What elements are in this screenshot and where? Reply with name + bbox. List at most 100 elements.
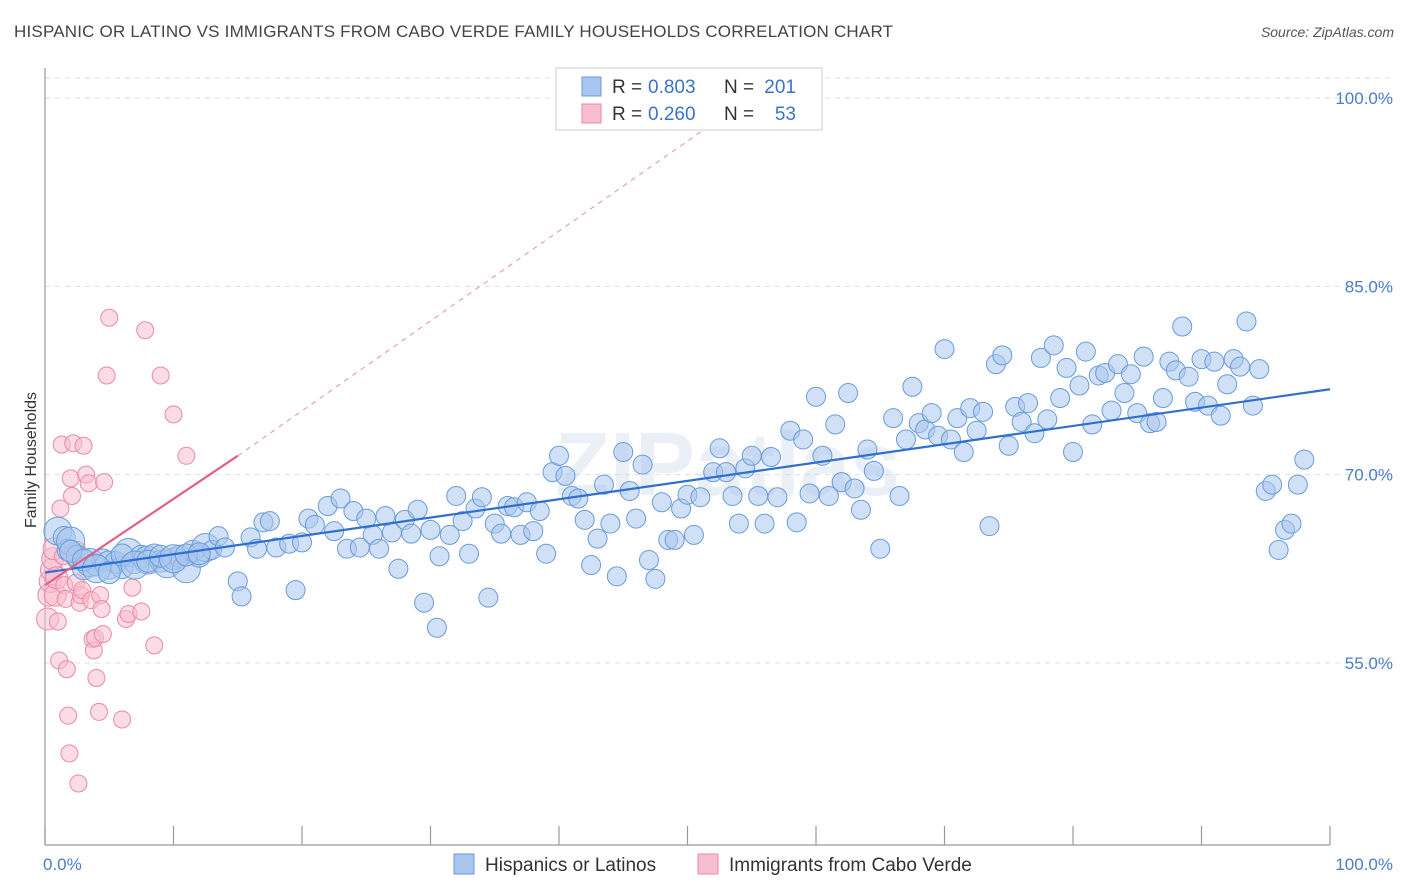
- y-axis-label: Family Households: [23, 392, 40, 528]
- x-tick-label: 100.0%: [1335, 855, 1393, 874]
- hispanic-point: [716, 462, 737, 483]
- hispanic-point: [407, 499, 428, 520]
- cabo-verde-point: [79, 474, 98, 493]
- hispanic-point: [883, 408, 904, 429]
- hispanic-point: [651, 492, 672, 513]
- hispanic-point: [818, 485, 839, 506]
- hispanic-point: [613, 442, 634, 463]
- hispanic-point: [1262, 474, 1283, 495]
- hispanic-point: [838, 383, 859, 404]
- hispanic-point: [863, 460, 884, 481]
- hispanic-point: [574, 509, 595, 530]
- x-tick-label: 0.0%: [43, 855, 82, 874]
- legend-swatch: [581, 76, 602, 97]
- hispanic-point: [806, 386, 826, 407]
- hispanic-point: [285, 580, 306, 601]
- hispanic-point: [1133, 346, 1154, 367]
- hispanic-point: [401, 523, 422, 544]
- hispanic-point: [709, 438, 730, 459]
- hispanic-point: [1294, 449, 1315, 470]
- hispanic-point: [1050, 388, 1071, 409]
- legend-n-value: 53: [775, 104, 796, 125]
- hispanic-point: [979, 516, 1000, 537]
- hispanic-point: [1230, 356, 1251, 377]
- hispanic-point: [471, 487, 492, 508]
- cabo-verde-point: [177, 446, 196, 465]
- hispanic-point: [1236, 311, 1257, 332]
- legend-swatch: [581, 103, 602, 124]
- hispanic-point: [523, 521, 544, 542]
- cabo-verde-point: [132, 602, 151, 621]
- hispanic-point: [626, 508, 647, 529]
- y-tick-label: 100.0%: [1335, 89, 1393, 108]
- hispanic-point: [741, 445, 762, 466]
- hispanic-point: [1043, 335, 1064, 356]
- hispanic-point: [439, 524, 460, 545]
- trend-lines: [44, 122, 1331, 587]
- cabo-verde-point: [89, 702, 108, 721]
- hispanic-point: [953, 442, 974, 463]
- hispanic-point: [786, 512, 807, 533]
- cabo-verde-point: [93, 625, 112, 644]
- hispanic-point: [1011, 411, 1032, 432]
- cabo-verde-point: [136, 321, 155, 340]
- legend-n-label: N =: [724, 104, 754, 125]
- hispanic-point: [536, 543, 557, 564]
- cabo-verde-point: [69, 774, 88, 793]
- hispanic-point: [259, 511, 280, 532]
- hispanic-point: [664, 529, 685, 550]
- hispanic-point: [799, 483, 820, 504]
- hispanic-point: [1178, 366, 1199, 387]
- legend-box: R = 0.803 N = 201 R = 0.260 N = 53: [555, 67, 823, 131]
- hispanic-point: [1210, 405, 1231, 426]
- cabo-verde-point: [100, 308, 119, 327]
- cabo-verde-point: [151, 366, 170, 385]
- hispanic-point: [793, 429, 814, 450]
- source-label: Source: ZipAtlas.com: [1260, 24, 1394, 40]
- cabo-verde-point: [87, 669, 106, 688]
- cabo-verde-point: [60, 744, 79, 763]
- bottom-legend-label: Immigrants from Cabo Verde: [729, 855, 972, 876]
- cabo-verde-point: [74, 436, 93, 455]
- hispanic-point: [1018, 393, 1039, 414]
- hispanic-point: [581, 555, 602, 576]
- bottom-legend-label: Hispanics or Latinos: [485, 855, 656, 876]
- hispanic-point: [549, 445, 569, 466]
- hispanic-point: [934, 339, 955, 360]
- hispanic-point: [1146, 411, 1167, 432]
- hispanic-point: [1063, 442, 1083, 463]
- hispanic-point: [1075, 341, 1096, 362]
- hispanic-point: [491, 523, 512, 544]
- hispanic-point: [1120, 364, 1141, 385]
- cabo-verde-trend-line: [44, 454, 239, 587]
- hispanic-point: [895, 429, 916, 450]
- y-tick-label: 70.0%: [1345, 466, 1393, 485]
- y-tick-label: 55.0%: [1345, 654, 1393, 673]
- hispanic-point: [992, 345, 1013, 366]
- hispanic-point: [850, 499, 871, 520]
- hispanic-points: [43, 311, 1315, 638]
- hispanic-trend-line: [44, 388, 1331, 574]
- hispanic-point: [1101, 400, 1122, 421]
- cabo-verde-point: [48, 612, 67, 631]
- hispanic-point: [1037, 409, 1058, 430]
- hispanic-point: [1281, 513, 1302, 534]
- hispanic-point: [632, 454, 653, 475]
- legend-n-value: 201: [764, 77, 796, 98]
- hispanic-point: [683, 524, 704, 545]
- hispanic-point: [1069, 375, 1090, 396]
- hispanic-point: [304, 514, 325, 535]
- hispanic-point: [902, 376, 923, 397]
- hispanic-point: [825, 414, 846, 435]
- hispanic-point: [921, 403, 942, 424]
- cabo-verde-point: [164, 405, 183, 424]
- legend-r-value: 0.260: [648, 104, 696, 125]
- hispanic-point: [722, 485, 743, 506]
- cabo-verde-point: [57, 660, 76, 679]
- hispanic-point: [889, 485, 910, 506]
- cabo-verde-point: [145, 636, 164, 655]
- hispanic-point: [600, 513, 621, 534]
- hispanic-point: [1249, 359, 1270, 380]
- hispanic-point: [690, 487, 711, 508]
- legend-r-value: 0.803: [648, 77, 696, 98]
